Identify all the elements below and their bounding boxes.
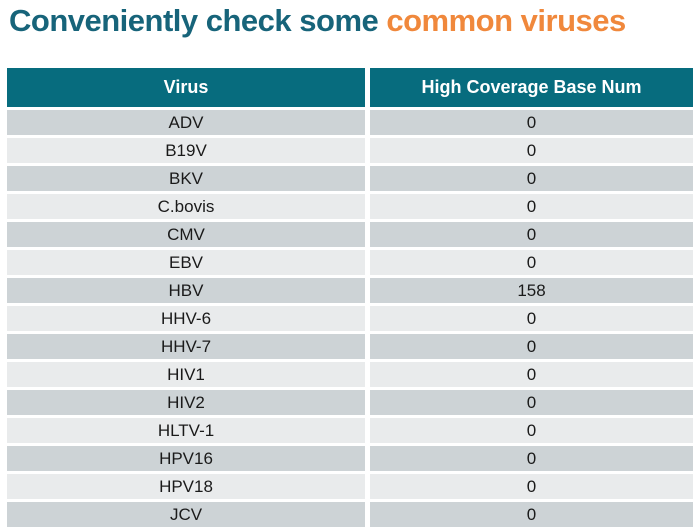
- coverage-value-cell: 0: [370, 390, 693, 415]
- table-row: HIV1 0: [7, 362, 693, 387]
- coverage-value-cell: 0: [370, 334, 693, 359]
- page-title-orange-part: common viruses: [386, 3, 626, 38]
- virus-name-cell: HPV16: [7, 446, 365, 471]
- coverage-value-cell: 0: [370, 362, 693, 387]
- coverage-value-cell: 0: [370, 222, 693, 247]
- virus-name-cell: B19V: [7, 138, 365, 163]
- table-row: B19V 0: [7, 138, 693, 163]
- table-row: HPV18 0: [7, 474, 693, 499]
- table-row: HIV2 0: [7, 390, 693, 415]
- coverage-value-cell: 158: [370, 278, 693, 303]
- coverage-value-cell: 0: [370, 502, 693, 527]
- virus-name-cell: C.bovis: [7, 194, 365, 219]
- coverage-value-cell: 0: [370, 138, 693, 163]
- table-row: HPV16 0: [7, 446, 693, 471]
- coverage-value-cell: 0: [370, 194, 693, 219]
- table-row: C.bovis 0: [7, 194, 693, 219]
- table-body: ADV 0 B19V 0 BKV 0 C.bovis 0 CMV 0 EBV 0 HBV 158 HHV-6…: [7, 110, 693, 527]
- table-row: HHV-6 0: [7, 306, 693, 331]
- virus-name-cell: HHV-6: [7, 306, 365, 331]
- virus-name-cell: HPV18: [7, 474, 365, 499]
- virus-table: Virus High Coverage Base Num ADV 0 B19V 0 BK…: [7, 68, 693, 530]
- coverage-value-cell: 0: [370, 474, 693, 499]
- table-row: HBV 158: [7, 278, 693, 303]
- page-title-teal-part: Conveniently check some: [9, 3, 387, 38]
- column-header-virus: Virus: [7, 68, 365, 107]
- virus-name-cell: HIV2: [7, 390, 365, 415]
- coverage-value-cell: 0: [370, 306, 693, 331]
- table-row: ADV 0: [7, 110, 693, 135]
- table-header-row: Virus High Coverage Base Num: [7, 68, 693, 107]
- page-title: Conveniently check some common viruses: [9, 1, 626, 41]
- table-row: EBV 0: [7, 250, 693, 275]
- virus-name-cell: EBV: [7, 250, 365, 275]
- virus-name-cell: HIV1: [7, 362, 365, 387]
- coverage-value-cell: 0: [370, 110, 693, 135]
- virus-name-cell: HLTV-1: [7, 418, 365, 443]
- virus-name-cell: ADV: [7, 110, 365, 135]
- virus-name-cell: HHV-7: [7, 334, 365, 359]
- virus-name-cell: JCV: [7, 502, 365, 527]
- virus-name-cell: CMV: [7, 222, 365, 247]
- table-row: JCV 0: [7, 502, 693, 527]
- table-row: BKV 0: [7, 166, 693, 191]
- table-row: HLTV-1 0: [7, 418, 693, 443]
- coverage-value-cell: 0: [370, 250, 693, 275]
- table-row: HHV-7 0: [7, 334, 693, 359]
- coverage-value-cell: 0: [370, 418, 693, 443]
- virus-name-cell: BKV: [7, 166, 365, 191]
- coverage-value-cell: 0: [370, 166, 693, 191]
- table-row: CMV 0: [7, 222, 693, 247]
- virus-name-cell: HBV: [7, 278, 365, 303]
- coverage-value-cell: 0: [370, 446, 693, 471]
- column-header-high-coverage-base-num: High Coverage Base Num: [370, 68, 693, 107]
